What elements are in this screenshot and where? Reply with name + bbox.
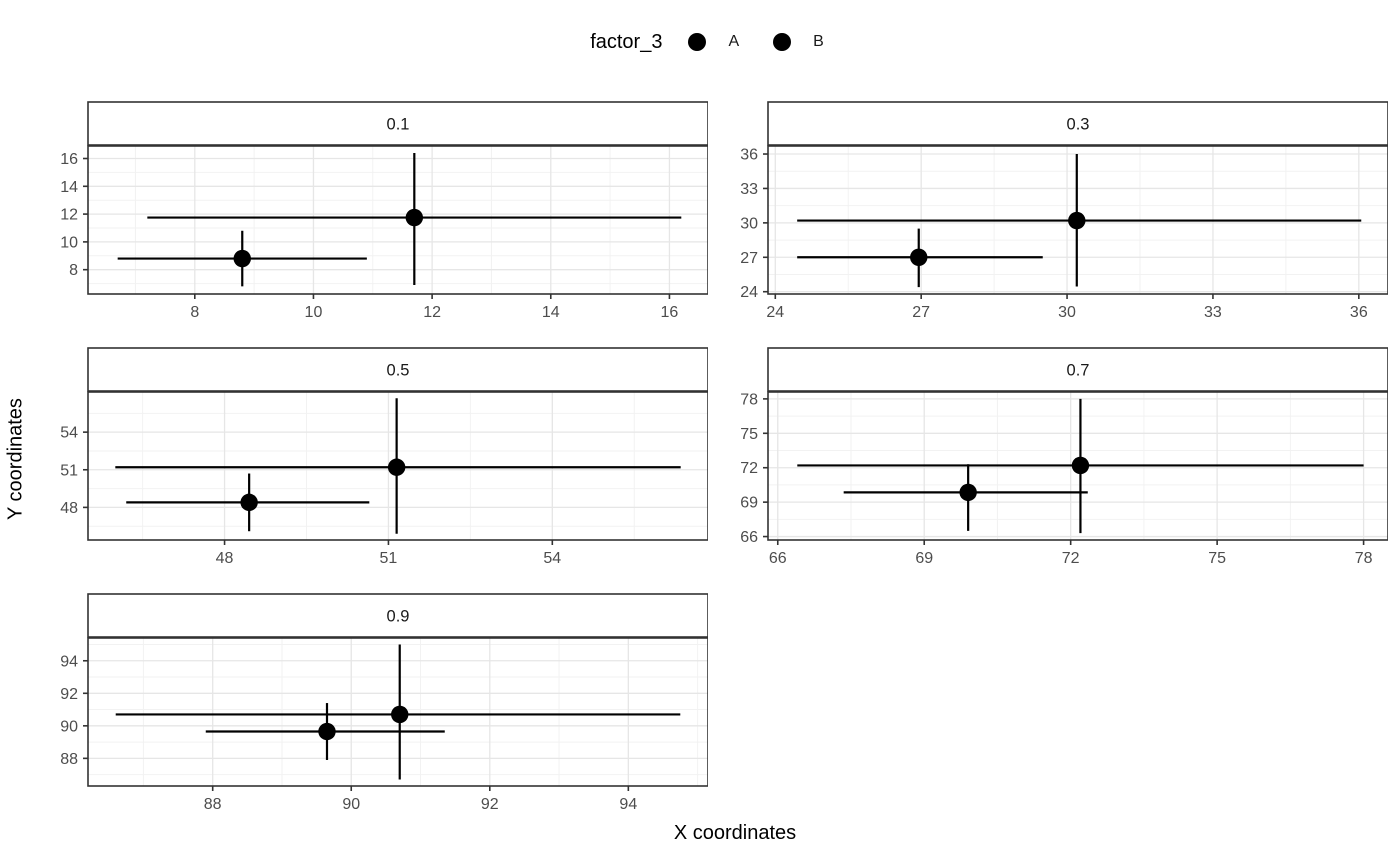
x-tick-label: 27 (912, 304, 930, 321)
data-point-B (387, 458, 406, 476)
x-tick-label: 16 (661, 304, 679, 321)
y-tick-label: 12 (60, 207, 78, 224)
facet-strip-label: 0.1 (387, 116, 410, 134)
y-tick-label: 48 (60, 500, 78, 517)
data-point-B (1068, 211, 1086, 230)
facet-strip-label: 0.7 (1067, 362, 1090, 380)
x-tick-label: 36 (1350, 304, 1368, 321)
x-tick-label: 33 (1204, 304, 1222, 321)
legend-title: factor_3 (590, 30, 663, 53)
legend-item-a: A (688, 33, 739, 51)
data-point-B (405, 208, 424, 227)
y-tick-label: 94 (60, 653, 78, 670)
x-tick-label: 8 (190, 304, 199, 321)
x-tick-label: 24 (766, 304, 784, 321)
facet-strip (87, 101, 708, 146)
facet-chart-0.1: 0.1 8 10 12 14 16 8 10 12 14 16 (60, 101, 708, 321)
data-layer (115, 644, 681, 780)
facet-strip (87, 347, 708, 392)
panel-border (87, 391, 708, 541)
y-tick-label: 88 (60, 751, 78, 768)
facet-strip-label: 0.5 (387, 362, 410, 380)
x-tick-label: 69 (915, 550, 933, 567)
facet-strip (767, 101, 1388, 146)
y-tick-label: 69 (740, 495, 758, 512)
y-tick-label: 54 (60, 425, 78, 442)
facet-chart-0.9: 0.9 88 90 92 94 88 90 92 94 (60, 593, 708, 813)
facet-strip (87, 593, 708, 638)
panel-background (88, 146, 708, 294)
y-tick-label: 27 (740, 250, 758, 267)
y-tick-label: 24 (740, 284, 758, 301)
facet-strip (767, 347, 1388, 392)
chart-area: Y coordinates 0.1 8 10 12 14 16 8 10 12 14 16 0.3 24… (0, 100, 1400, 818)
data-point-A (318, 722, 336, 741)
x-tick-label: 94 (619, 796, 637, 813)
data-layer (115, 398, 681, 534)
y-tick-label: 16 (60, 151, 78, 168)
facet-strip-label: 0.9 (387, 608, 410, 626)
filled-circle-icon (773, 33, 792, 51)
data-point-A (240, 493, 258, 512)
panel-border (87, 637, 708, 787)
panel-border (87, 145, 708, 295)
facet-chart-0.7: 0.7 66 69 72 75 78 66 69 72 75 78 (740, 347, 1388, 567)
facet-grid: 0.1 8 10 12 14 16 8 10 12 14 16 0.3 24 27 30 33 36 24 27 30… (32, 100, 1388, 818)
facet-strip-label: 0.3 (1067, 116, 1090, 134)
y-tick-label: 30 (740, 215, 758, 232)
y-tick-label: 75 (740, 426, 758, 443)
data-point-A (959, 483, 977, 502)
y-tick-label: 8 (69, 262, 78, 279)
legend-item-label: A (728, 33, 740, 50)
data-point-A (910, 248, 928, 266)
data-layer (117, 152, 682, 287)
y-tick-label: 14 (60, 179, 78, 196)
y-tick-label: 66 (740, 529, 758, 546)
legend-item-label: B (813, 33, 824, 50)
panel-border (767, 145, 1388, 295)
x-tick-label: 12 (423, 304, 441, 321)
y-tick-label: 92 (60, 686, 78, 703)
x-tick-label: 90 (342, 796, 360, 813)
x-tick-label: 54 (543, 550, 561, 567)
y-tick-label: 33 (740, 181, 758, 198)
data-layer (797, 154, 1362, 288)
x-axis-title: X coordinates (673, 822, 797, 844)
x-tick-label: 10 (305, 304, 323, 321)
facet-chart-0.3: 0.3 24 27 30 33 36 24 27 30 33 36 (740, 101, 1388, 321)
x-tick-label: 14 (542, 304, 560, 321)
facet-chart-0.5: 0.5 48 51 54 48 51 54 (60, 347, 708, 567)
y-tick-label: 51 (60, 462, 78, 479)
x-tick-label: 30 (1058, 304, 1076, 321)
data-point-B (1071, 456, 1090, 475)
y-tick-label: 72 (740, 460, 758, 477)
x-tick-label: 51 (380, 550, 398, 567)
y-tick-label: 78 (740, 391, 758, 408)
y-tick-label: 36 (740, 147, 758, 164)
filled-circle-icon (688, 33, 707, 51)
y-tick-label: 90 (60, 718, 78, 735)
y-axis-title: Y coordinates (4, 398, 27, 520)
legend: factor_3 A B (0, 14, 1400, 70)
x-tick-label: 88 (204, 796, 222, 813)
panel-border (767, 391, 1388, 541)
legend-item-b: B (773, 33, 824, 51)
y-tick-label: 10 (60, 234, 78, 251)
x-tick-label: 78 (1355, 550, 1373, 567)
x-tick-label: 48 (216, 550, 234, 567)
x-tick-label: 72 (1062, 550, 1080, 567)
data-layer (797, 398, 1364, 534)
x-tick-label: 92 (481, 796, 499, 813)
data-point-B (391, 705, 409, 724)
x-tick-label: 75 (1208, 550, 1226, 567)
x-tick-label: 66 (769, 550, 787, 567)
data-point-A (233, 249, 251, 268)
